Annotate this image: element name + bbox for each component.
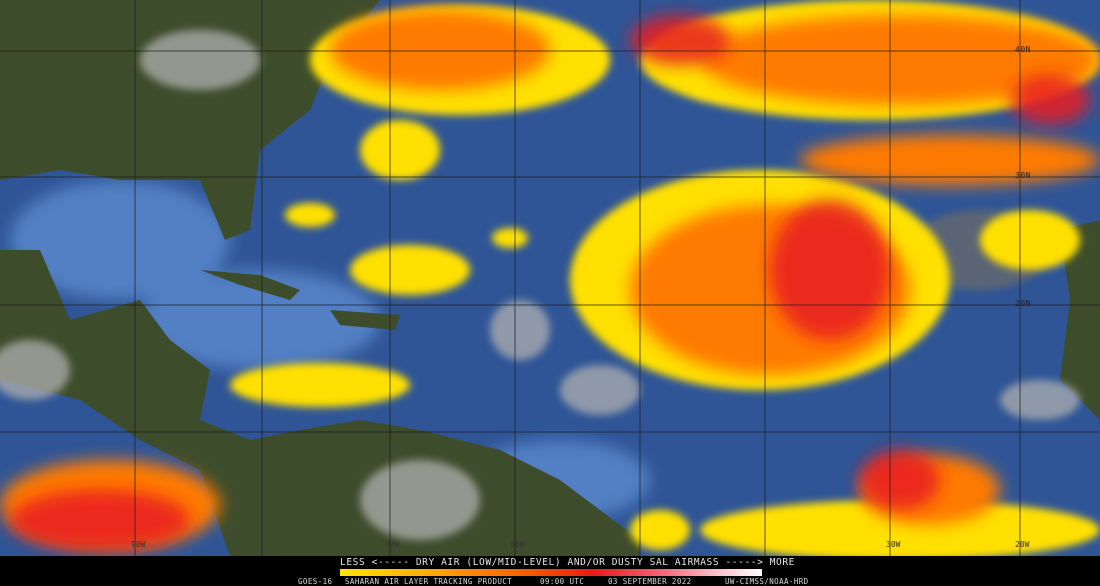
satellite-map [0, 0, 1100, 556]
credit: UW-CIMSS/NOAA-HRD [725, 577, 809, 586]
latitude-label: 20N [1015, 299, 1031, 308]
longitude-label: 60W [510, 540, 525, 549]
longitude-label: 70W [385, 540, 400, 549]
color-scale-bar [340, 569, 762, 576]
longitude-label: 30W [886, 540, 901, 549]
observation-date: 03 SEPTEMBER 2022 [608, 577, 692, 586]
longitude-label: 20W [1015, 540, 1030, 549]
product-name: SAHARAN AIR LAYER TRACKING PRODUCT [345, 577, 513, 586]
latitude-label: 30N [1015, 171, 1031, 180]
observation-time: 09:00 UTC [540, 577, 585, 586]
land-masses [0, 0, 1100, 556]
graticule [0, 0, 1100, 556]
longitude-label: 90W [131, 540, 146, 549]
latitude-label: 40N [1015, 45, 1031, 54]
satellite-name: GOES-16 [298, 577, 333, 586]
legend-panel: LESS <----- DRY AIR (LOW/MID-LEVEL) AND/… [0, 556, 1100, 586]
legend-title: LESS <----- DRY AIR (LOW/MID-LEVEL) AND/… [340, 557, 796, 568]
